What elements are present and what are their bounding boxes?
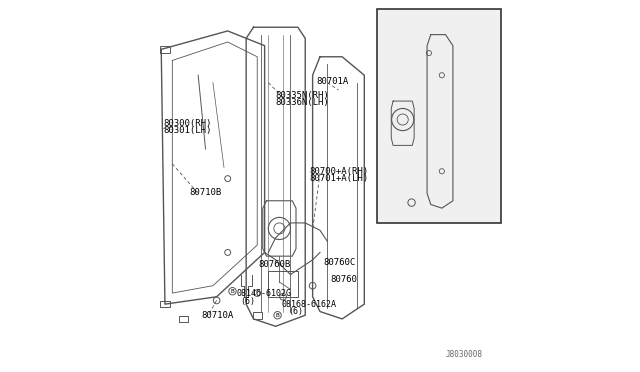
Text: 80710A: 80710A (201, 311, 234, 320)
Text: 80760: 80760 (330, 275, 357, 283)
Text: (6): (6) (289, 307, 303, 316)
Text: ¥08310-61212: ¥08310-61212 (401, 199, 461, 208)
Text: F / POWER WINDOWS: F / POWER WINDOWS (383, 22, 475, 31)
Text: 80701+A(LH): 80701+A(LH) (310, 174, 369, 183)
Text: 80701A: 80701A (316, 77, 349, 86)
Text: 08146-6102G: 08146-6102G (237, 289, 292, 298)
Text: 80710B: 80710B (189, 188, 221, 197)
Text: ¥08310-61212: ¥08310-61212 (401, 199, 461, 208)
Text: 80730(RH): 80730(RH) (382, 162, 431, 171)
Text: 80760C: 80760C (324, 258, 356, 267)
Text: 80700+A(RH): 80700+A(RH) (310, 167, 369, 176)
Text: J8030008: J8030008 (445, 350, 483, 359)
Text: (6): (6) (415, 206, 430, 215)
Text: B: B (276, 313, 280, 318)
Text: 80301(LH): 80301(LH) (163, 126, 211, 135)
Text: 80300(RH): 80300(RH) (163, 119, 211, 128)
Text: B: B (230, 289, 234, 294)
Text: 80701(LH): 80701(LH) (408, 49, 457, 58)
Text: 80731(LH): 80731(LH) (382, 169, 431, 178)
Text: 80700(RH): 80700(RH) (408, 42, 457, 51)
Text: (6): (6) (241, 297, 255, 306)
Bar (377, 9, 501, 223)
Text: 80335N(RH): 80335N(RH) (276, 91, 330, 100)
Text: (6): (6) (412, 206, 428, 215)
Text: 80760B: 80760B (258, 260, 290, 269)
Text: 80336N(LH): 80336N(LH) (276, 98, 330, 107)
Text: 08168-6162A: 08168-6162A (282, 300, 337, 309)
Text: S: S (409, 202, 414, 211)
